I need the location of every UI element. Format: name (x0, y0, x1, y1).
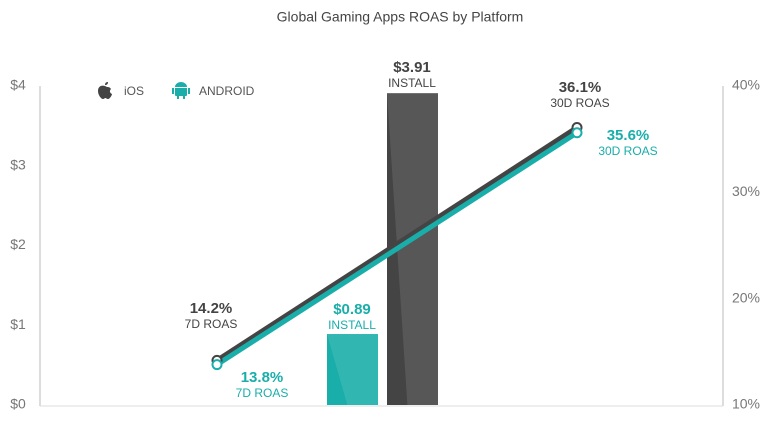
line (215, 130, 579, 367)
y2-tick-label: 30% (732, 183, 760, 199)
value-label: 36.1% (559, 79, 602, 96)
chart-title: Global Gaming Apps ROAS by Platform (277, 9, 524, 25)
y-tick-label: $0 (10, 396, 26, 412)
line (215, 125, 579, 363)
point (211, 359, 223, 371)
bar-shade (387, 93, 438, 406)
bar-caption: INSTALL (328, 318, 376, 332)
point (571, 127, 583, 139)
value-label: 14.2% (190, 300, 233, 317)
legend-label: ANDROID (199, 84, 255, 98)
value-label: 13.8% (241, 369, 284, 386)
bar-value-label: $0.89 (333, 301, 371, 318)
android-icon (172, 82, 190, 99)
value-caption: 30D ROAS (550, 96, 609, 110)
value-caption: 7D ROAS (185, 317, 238, 331)
bar (327, 334, 378, 405)
legend (98, 82, 190, 99)
value-label: 35.6% (607, 127, 650, 144)
y-tick-label: $4 (10, 77, 26, 93)
ios-icon (98, 82, 112, 99)
legend-label: iOS (124, 84, 144, 98)
y-tick-label: $3 (10, 156, 26, 172)
bar-caption: INSTALL (388, 76, 436, 90)
y-tick-label: $2 (10, 236, 26, 252)
y2-tick-label: 10% (732, 396, 760, 412)
value-caption: 7D ROAS (236, 386, 289, 400)
value-caption: 30D ROAS (598, 144, 657, 158)
bar-value-label: $3.91 (393, 59, 431, 76)
y2-tick-label: 20% (732, 289, 760, 305)
y-tick-label: $1 (10, 316, 26, 332)
y2-tick-label: 40% (732, 77, 760, 93)
bar-shade (327, 334, 378, 405)
